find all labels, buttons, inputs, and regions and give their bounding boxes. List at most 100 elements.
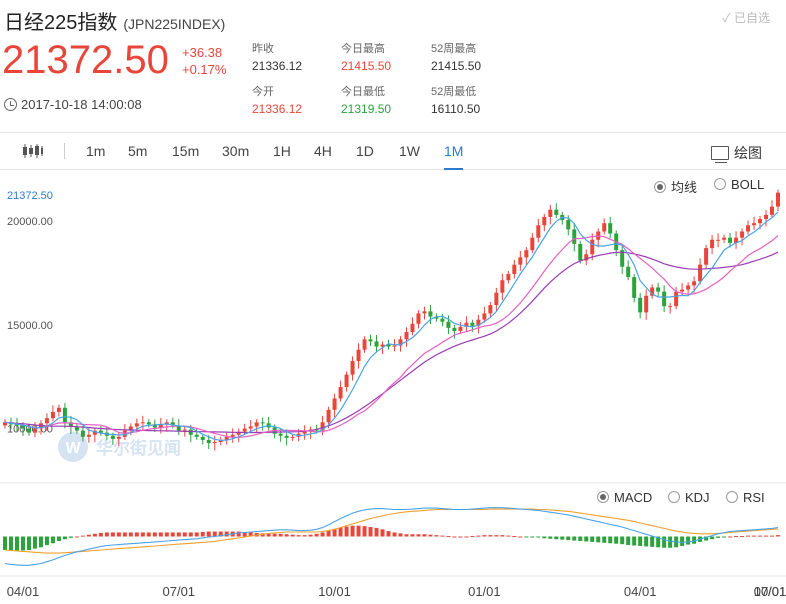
chart-toolbar: 1m 5m 15m 30m 1H 4H 1D 1W 1M 绘图: [0, 132, 786, 170]
macd-bar: [152, 532, 157, 537]
candle-body: [212, 442, 217, 444]
candle-body: [764, 214, 769, 220]
macd-bar: [338, 527, 343, 537]
ma5-line: [4, 211, 779, 441]
indicator-rsi-radio[interactable]: RSI: [726, 490, 765, 505]
candle-body: [770, 206, 775, 215]
macd-bar: [236, 531, 241, 537]
candle-body: [476, 319, 481, 326]
macd-bar: [728, 536, 733, 538]
macd-bar: [632, 536, 637, 546]
candle-body: [104, 432, 109, 436]
macd-bar: [86, 534, 91, 537]
candle-body: [230, 434, 235, 437]
macd-bar: [248, 532, 253, 537]
monitor-icon: [711, 146, 729, 163]
macd-bar: [146, 532, 151, 537]
timeframe-tab-1w[interactable]: 1W: [399, 143, 420, 159]
timeframe-tab-15m[interactable]: 15m: [172, 143, 200, 159]
candle-body: [542, 216, 547, 226]
candle-body: [242, 428, 247, 432]
macd-bar: [656, 536, 661, 548]
saved-to-watchlist-button[interactable]: ✓ 已自选: [722, 11, 770, 25]
candle-body: [656, 287, 661, 292]
candle-body: [758, 219, 763, 224]
macd-bar: [8, 536, 13, 551]
stat-52w-high: 52周最高 21415.50: [431, 43, 482, 73]
candle-body: [140, 422, 145, 424]
candle-body: [128, 426, 133, 431]
macd-bar: [374, 527, 379, 537]
candle-body: [8, 422, 13, 425]
macd-bar: [572, 536, 577, 541]
watermark-text: 华尔街见闻: [96, 438, 181, 458]
macd-bar: [272, 533, 277, 537]
macd-bar: [764, 535, 769, 537]
y-tick-label: 20000.00: [7, 216, 53, 228]
candle-body: [92, 430, 97, 435]
candle-body: [692, 281, 697, 286]
timeframe-tab-1h[interactable]: 1H: [273, 143, 291, 159]
candle-body: [530, 237, 535, 251]
candle-body: [644, 295, 649, 313]
indicator-macd-radio[interactable]: MACD: [597, 490, 652, 505]
macd-bar: [326, 530, 331, 537]
candle-body: [308, 429, 313, 432]
watermark-logo-letter: W: [65, 440, 81, 457]
candle-body: [716, 239, 721, 241]
timeframe-tab-1d[interactable]: 1D: [356, 143, 374, 159]
macd-bar: [170, 532, 175, 537]
macd-bar: [440, 535, 445, 537]
overlay-boll-radio[interactable]: BOLL: [714, 177, 764, 192]
macd-bar: [716, 536, 721, 538]
ma20-line: [4, 251, 779, 434]
macd-bar: [536, 536, 541, 538]
macd-bar: [332, 528, 337, 537]
candle-body: [332, 398, 337, 410]
x-tick-label: 07/01: [754, 584, 786, 599]
candle-body: [320, 422, 325, 431]
draw-button[interactable]: 绘图: [711, 143, 762, 163]
timeframe-tab-5m[interactable]: 5m: [128, 143, 148, 159]
macd-bar: [308, 534, 313, 537]
timeframe-tab-1m[interactable]: 1M: [444, 143, 464, 170]
candle-body: [80, 430, 85, 437]
candle-body: [518, 257, 523, 265]
candle-body: [470, 322, 475, 326]
macd-bar: [386, 531, 391, 537]
indicator-kdj-radio[interactable]: KDJ: [668, 490, 710, 505]
timeframe-tab-4h[interactable]: 4H: [314, 143, 332, 159]
candle-body: [260, 422, 265, 424]
candlestick-icon[interactable]: [22, 143, 44, 159]
macd-bar: [212, 531, 217, 537]
macd-bar: [176, 532, 181, 537]
macd-bar: [686, 536, 691, 545]
candle-body: [26, 428, 31, 433]
radio-checked-icon: [654, 181, 666, 193]
macd-bar: [164, 532, 169, 537]
candle-body: [566, 220, 571, 230]
candle-body: [482, 313, 487, 320]
candle-body: [20, 425, 25, 429]
macd-bar: [290, 534, 295, 537]
macd-bar: [500, 535, 505, 537]
macd-bar: [494, 535, 499, 537]
macd-bar: [356, 525, 361, 537]
timeframe-tab-30m[interactable]: 30m: [222, 143, 250, 159]
candle-body: [362, 339, 367, 350]
candle-body: [254, 422, 259, 427]
macd-bar: [368, 527, 373, 537]
stat-prev-close: 昨收 21336.12: [252, 43, 303, 73]
timeframe-tab-1m[interactable]: 1m: [86, 143, 106, 159]
candle-body: [596, 231, 601, 240]
candle-body: [272, 427, 277, 434]
candle-body: [218, 439, 223, 442]
candle-body: [458, 326, 463, 332]
candle-body: [710, 239, 715, 249]
watermark: W 华尔街见闻: [58, 432, 181, 462]
candle-body: [200, 436, 205, 440]
overlay-ma-radio[interactable]: 均线: [654, 177, 697, 196]
candle-body: [206, 439, 211, 444]
macd-bar: [482, 535, 487, 537]
candle-body: [44, 418, 49, 424]
